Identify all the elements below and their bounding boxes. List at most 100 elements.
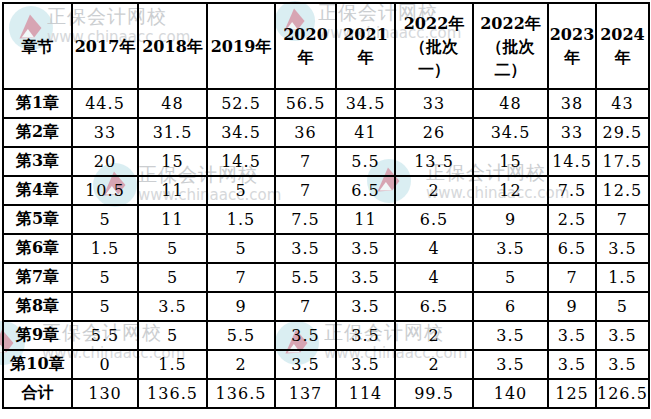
table-cell: 3.5 [596, 234, 649, 263]
row-label: 合计 [3, 379, 72, 408]
table-cell: 6.5 [548, 234, 596, 263]
table-cell: 44.5 [72, 89, 138, 118]
table-cell: 5.5 [72, 321, 138, 350]
table-cell: 7.5 [275, 205, 336, 234]
row-label: 第3章 [3, 147, 72, 176]
table-cell: 12.5 [596, 176, 649, 205]
row-label: 第10章 [3, 350, 72, 379]
column-header-4: 2020 年 [275, 3, 336, 89]
table-cell: 3.5 [548, 350, 596, 379]
table-cell: 11 [138, 176, 207, 205]
table-cell: 34.5 [336, 89, 395, 118]
table-cell: 7 [275, 292, 336, 321]
table-cell: 1.5 [596, 263, 649, 292]
table-row: 第1章44.54852.556.534.533483843 [3, 89, 649, 118]
table-cell: 33 [548, 118, 596, 147]
table-row: 第2章3331.534.536412634.53329.5 [3, 118, 649, 147]
table-cell: 3.5 [138, 292, 207, 321]
table-cell: 4 [395, 263, 473, 292]
table-cell: 43 [596, 89, 649, 118]
table-cell: 38 [548, 89, 596, 118]
table-cell: 12 [473, 176, 548, 205]
table-row: 第3章201514.575.513.51514.517.5 [3, 147, 649, 176]
table-row: 第10章01.523.53.523.53.53.5 [3, 350, 649, 379]
table-cell: 7 [548, 263, 596, 292]
table-cell: 9 [548, 292, 596, 321]
table-cell: 3.5 [596, 321, 649, 350]
column-header-2: 2018年 [138, 3, 207, 89]
table-cell: 126.5 [596, 379, 649, 408]
table-cell: 4 [395, 234, 473, 263]
column-header-0: 章节 [3, 3, 72, 89]
table-cell: 0 [72, 350, 138, 379]
table-cell: 9 [473, 205, 548, 234]
table-cell: 9 [207, 292, 275, 321]
table-cell: 5 [138, 263, 207, 292]
table-cell: 31.5 [138, 118, 207, 147]
table-cell: 5 [138, 234, 207, 263]
table-cell: 136.5 [207, 379, 275, 408]
table-cell: 14.5 [207, 147, 275, 176]
table-cell: 3.5 [596, 350, 649, 379]
table-cell: 7 [207, 263, 275, 292]
table-cell: 1.5 [72, 234, 138, 263]
table-cell: 3.5 [548, 321, 596, 350]
total-row: 合计130136.5136.513711499.5140125126.5 [3, 379, 649, 408]
table-cell: 3.5 [275, 350, 336, 379]
table-row: 第5章5111.57.5116.592.57 [3, 205, 649, 234]
table-cell: 33 [72, 118, 138, 147]
table-cell: 5.5 [275, 263, 336, 292]
column-header-9: 2024 年 [596, 3, 649, 89]
table-cell: 7 [596, 205, 649, 234]
row-label: 第9章 [3, 321, 72, 350]
table-cell: 29.5 [596, 118, 649, 147]
column-header-1: 2017年 [72, 3, 138, 89]
table-cell: 2 [395, 321, 473, 350]
table-cell: 3.5 [275, 321, 336, 350]
table-cell: 5 [72, 205, 138, 234]
table-cell: 10.5 [72, 176, 138, 205]
table-cell: 26 [395, 118, 473, 147]
table-cell: 5 [138, 321, 207, 350]
table-cell: 3.5 [336, 321, 395, 350]
column-header-6: 2022年 （批次 一） [395, 3, 473, 89]
table-cell: 33 [395, 89, 473, 118]
table-cell: 3.5 [336, 292, 395, 321]
column-header-7: 2022年 （批次 二） [473, 3, 548, 89]
table-cell: 3.5 [473, 350, 548, 379]
table-cell: 6.5 [336, 176, 395, 205]
table-cell: 5 [207, 234, 275, 263]
table-cell: 48 [138, 89, 207, 118]
row-label: 第4章 [3, 176, 72, 205]
header-row: 章节2017年2018年2019年2020 年2021 年2022年 （批次 一… [3, 3, 649, 89]
table-row: 第7章5575.53.54571.5 [3, 263, 649, 292]
table-cell: 56.5 [275, 89, 336, 118]
table-cell: 5 [72, 292, 138, 321]
table-cell: 137 [275, 379, 336, 408]
table-cell: 5.5 [336, 147, 395, 176]
table-cell: 130 [72, 379, 138, 408]
table-cell: 3.5 [473, 321, 548, 350]
table-cell: 136.5 [138, 379, 207, 408]
table-cell: 99.5 [395, 379, 473, 408]
table-cell: 52.5 [207, 89, 275, 118]
table-cell: 48 [473, 89, 548, 118]
table-cell: 14.5 [548, 147, 596, 176]
table-cell: 5 [596, 292, 649, 321]
table-cell: 1.5 [138, 350, 207, 379]
table-cell: 3.5 [275, 234, 336, 263]
table-cell: 2 [395, 176, 473, 205]
table-row: 第8章53.5973.56.5695 [3, 292, 649, 321]
table-row: 第6章1.5553.53.543.56.53.5 [3, 234, 649, 263]
table-cell: 6 [473, 292, 548, 321]
table-cell: 13.5 [395, 147, 473, 176]
table-cell: 11 [138, 205, 207, 234]
table-cell: 5 [72, 263, 138, 292]
table-cell: 41 [336, 118, 395, 147]
table-cell: 1.5 [207, 205, 275, 234]
table-cell: 3.5 [336, 234, 395, 263]
table-cell: 7 [275, 176, 336, 205]
row-label: 第5章 [3, 205, 72, 234]
table-cell: 5 [207, 176, 275, 205]
table-body: 第1章44.54852.556.534.533483843第2章3331.534… [3, 89, 649, 408]
